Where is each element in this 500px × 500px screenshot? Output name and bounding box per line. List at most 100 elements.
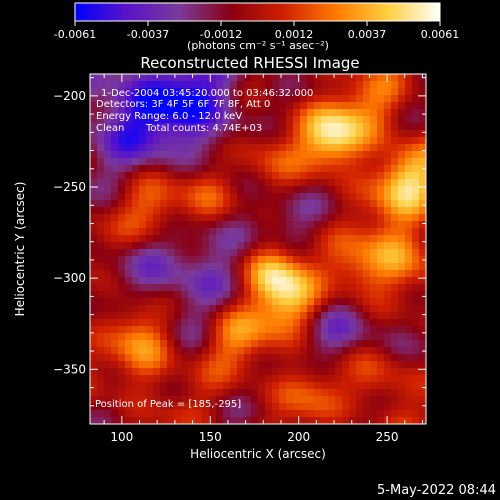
- heatmap-cell: [118, 235, 126, 243]
- colorbar-ticks: -0.0061 -0.0037 -0.0012 0.0012 0.0037 0.0061: [54, 21, 459, 41]
- heatmap-cell: [272, 326, 280, 334]
- heatmap-cell: [335, 305, 343, 313]
- heatmap-cell: [300, 305, 308, 313]
- heatmap-cell: [384, 88, 392, 96]
- heatmap-cell: [398, 319, 406, 327]
- heatmap-cell: [174, 256, 182, 264]
- annotation-time-range: 1-Dec-2004 03:45:20.000 to 03:46:32.000: [101, 88, 313, 99]
- heatmap-cell: [139, 284, 147, 292]
- heatmap-cell: [153, 340, 161, 348]
- heatmap-cell: [412, 165, 420, 173]
- heatmap-cell: [356, 417, 364, 424]
- heatmap-cell: [125, 186, 133, 194]
- heatmap-cell: [146, 88, 154, 96]
- heatmap-cell: [335, 270, 343, 278]
- heatmap-cell: [132, 137, 140, 145]
- heatmap-cell: [132, 305, 140, 313]
- heatmap-cell: [125, 361, 133, 369]
- heatmap-cell: [342, 417, 350, 424]
- heatmap-cell: [405, 186, 413, 194]
- heatmap-cell: [139, 179, 147, 187]
- heatmap-cell: [223, 130, 231, 138]
- heatmap-cell: [391, 319, 399, 327]
- heatmap-cell: [321, 123, 329, 131]
- footer-timestamp: 5-May-2022 08:44: [377, 483, 496, 498]
- annotation-energy: Energy Range: 6.0 - 12.0 keV: [96, 111, 242, 122]
- heatmap-cell: [314, 116, 322, 124]
- heatmap-cell: [258, 102, 266, 110]
- heatmap-cell: [321, 284, 329, 292]
- heatmap-cell: [209, 221, 217, 229]
- heatmap-cell: [384, 312, 392, 320]
- heatmap-cell: [370, 305, 378, 313]
- heatmap-cell: [328, 305, 336, 313]
- heatmap-cell: [230, 109, 238, 117]
- heatmap-cell: [314, 368, 322, 376]
- heatmap-cell: [342, 137, 350, 145]
- heatmap-cell: [272, 347, 280, 355]
- heatmap-cell: [209, 256, 217, 264]
- heatmap-cell: [363, 200, 371, 208]
- heatmap-cell: [237, 263, 245, 271]
- heatmap-cell: [90, 403, 98, 411]
- heatmap-cell: [125, 396, 133, 404]
- heatmap-cell: [188, 263, 196, 271]
- heatmap-cell: [90, 214, 98, 222]
- heatmap-cell: [237, 389, 245, 397]
- heatmap-cell: [139, 144, 147, 152]
- heatmap-cell: [160, 319, 168, 327]
- heatmap-cell: [405, 249, 413, 257]
- heatmap-cell: [370, 389, 378, 397]
- heatmap-cell: [328, 403, 336, 411]
- heatmap-cell: [349, 263, 357, 271]
- heatmap-cell: [356, 130, 364, 138]
- heatmap-cell: [97, 123, 105, 131]
- heatmap-cell: [405, 382, 413, 390]
- heatmap-cell: [342, 186, 350, 194]
- heatmap-cell: [293, 95, 301, 103]
- heatmap-cell: [181, 123, 189, 131]
- heatmap-cell: [237, 396, 245, 404]
- heatmap-cell: [265, 95, 273, 103]
- heatmap-cell: [405, 368, 413, 376]
- heatmap-cell: [412, 354, 420, 362]
- heatmap-cell: [223, 179, 231, 187]
- heatmap-cell: [90, 151, 98, 159]
- heatmap-cell: [111, 396, 119, 404]
- heatmap-cell: [307, 410, 315, 418]
- heatmap-cell: [321, 179, 329, 187]
- heatmap-cell: [146, 158, 154, 166]
- heatmap-cell: [181, 319, 189, 327]
- heatmap-cell: [230, 165, 238, 173]
- heatmap-cell: [335, 312, 343, 320]
- heatmap-cell: [321, 361, 329, 369]
- heatmap-cell: [349, 403, 357, 411]
- heatmap-cell: [300, 102, 308, 110]
- heatmap-cell: [153, 333, 161, 341]
- heatmap-cell: [167, 242, 175, 250]
- heatmap-cell: [405, 200, 413, 208]
- heatmap-cell: [104, 410, 112, 418]
- heatmap-cell: [314, 389, 322, 397]
- heatmap-cell: [237, 403, 245, 411]
- heatmap-cell: [265, 228, 273, 236]
- heatmap-cell: [139, 375, 147, 383]
- heatmap-cell: [202, 88, 210, 96]
- heatmap-cell: [188, 347, 196, 355]
- heatmap-cell: [286, 382, 294, 390]
- heatmap-cell: [97, 221, 105, 229]
- colorbar-tick-label: -0.0061: [54, 28, 96, 41]
- heatmap-cell: [153, 207, 161, 215]
- heatmap-cell: [216, 165, 224, 173]
- colorbar-unit-label: (photons cm⁻² s⁻¹ asec⁻²): [187, 39, 329, 52]
- heatmap-cell: [195, 207, 203, 215]
- heatmap-cell: [272, 158, 280, 166]
- heatmap-cell: [328, 130, 336, 138]
- heatmap-cell: [363, 368, 371, 376]
- heatmap-cell: [167, 263, 175, 271]
- heatmap-cell: [412, 326, 420, 334]
- heatmap-cell: [363, 263, 371, 271]
- heatmap-cell: [125, 417, 133, 424]
- heatmap-cell: [342, 130, 350, 138]
- heatmap-cell: [160, 242, 168, 250]
